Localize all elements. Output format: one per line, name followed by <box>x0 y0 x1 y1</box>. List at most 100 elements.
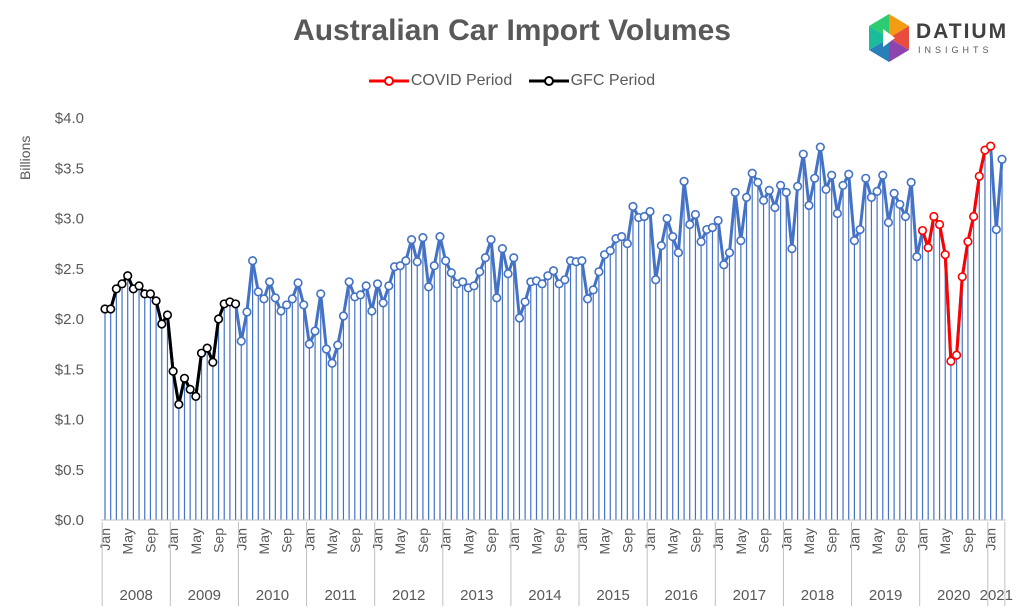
data-point <box>719 260 729 270</box>
data-point <box>475 267 485 277</box>
data-point <box>333 340 343 350</box>
data-point <box>917 225 928 236</box>
legend-item-gfc: GFC Period <box>528 72 656 90</box>
data-point <box>906 177 916 187</box>
year-label: 2021 <box>980 587 1013 604</box>
year-label: 2014 <box>528 587 561 604</box>
data-point <box>537 279 547 289</box>
data-point <box>724 248 735 258</box>
data-point <box>213 314 224 324</box>
data-point <box>940 250 950 260</box>
data-point <box>185 384 195 394</box>
year-label: 2008 <box>120 587 153 604</box>
data-point <box>588 285 598 295</box>
data-point <box>361 281 371 291</box>
data-point <box>679 176 689 186</box>
x-tick-label: Sep <box>347 528 363 553</box>
data-point <box>412 257 422 267</box>
data-point <box>242 307 252 317</box>
x-tick-label: May <box>256 528 272 554</box>
data-point <box>747 168 757 178</box>
x-tick-label: May <box>733 528 749 554</box>
data-point <box>509 253 519 263</box>
x-tick-label: May <box>801 528 817 554</box>
data-point <box>151 296 161 306</box>
data-point <box>645 206 655 217</box>
data-point <box>832 208 842 219</box>
x-tick-label: Jan <box>983 528 999 551</box>
legend-covid-marker <box>368 75 409 86</box>
x-tick-label: Jan <box>778 528 794 551</box>
x-tick-label: Sep <box>756 528 772 553</box>
data-point <box>656 241 666 251</box>
legend-gfc-marker <box>528 75 569 86</box>
data-point <box>730 187 740 197</box>
data-point <box>548 266 559 276</box>
data-point <box>986 141 996 151</box>
data-point <box>764 185 774 195</box>
x-tick-label: Jan <box>915 528 931 551</box>
data-point <box>304 339 314 349</box>
data-point <box>106 304 116 314</box>
data-point <box>991 224 1001 235</box>
data-point <box>815 142 825 152</box>
x-tick-label: Jan <box>233 528 249 551</box>
x-tick-label: Sep <box>142 528 158 553</box>
data-point <box>259 294 269 304</box>
data-point <box>668 231 678 242</box>
data-point <box>367 306 377 316</box>
data-point <box>486 235 496 245</box>
data-point <box>514 313 525 323</box>
x-tick-label: May <box>528 528 544 554</box>
x-tick-label: Sep <box>279 528 295 553</box>
logo-subtitle: INSIGHTS <box>918 45 993 55</box>
data-point <box>741 192 752 202</box>
y-tick-label: $2.5 <box>55 261 84 278</box>
data-point <box>707 222 718 233</box>
x-tick-label: Sep <box>892 528 908 553</box>
data-point <box>378 298 388 308</box>
data-point <box>162 310 173 320</box>
x-tick-label: May <box>120 528 136 554</box>
logo-name: DATIUM <box>916 20 1009 43</box>
data-point <box>287 294 297 304</box>
data-point <box>293 278 303 288</box>
data-point <box>821 184 831 194</box>
datium-logo-icon <box>869 14 909 62</box>
data-point <box>690 209 701 220</box>
data-point <box>282 300 292 310</box>
x-tick-label: Jan <box>642 528 658 551</box>
data-point <box>145 289 156 299</box>
y-tick-label: $0.5 <box>55 462 84 479</box>
x-tick-label: May <box>188 528 204 554</box>
data-point <box>855 224 865 235</box>
data-point <box>878 170 888 180</box>
data-point <box>866 192 877 202</box>
data-point <box>111 284 121 294</box>
data-point <box>327 358 337 368</box>
data-point <box>736 236 746 246</box>
x-tick-label: Jan <box>370 528 386 551</box>
data-point <box>605 246 615 256</box>
x-tick-label: May <box>597 528 613 554</box>
data-point <box>651 275 661 285</box>
data-point <box>134 281 144 291</box>
data-point <box>236 336 246 346</box>
data-point <box>157 319 167 329</box>
data-point <box>849 236 859 246</box>
data-point <box>418 232 428 243</box>
x-tick-label: Sep <box>960 528 976 553</box>
x-tick-label: Sep <box>415 528 431 553</box>
data-point <box>429 261 439 271</box>
data-point <box>321 344 332 354</box>
data-point <box>861 173 871 183</box>
data-point <box>997 154 1007 164</box>
data-point <box>372 279 383 289</box>
data-point <box>628 201 638 212</box>
x-tick-label: Jan <box>97 528 113 551</box>
chart-title: Australian Car Import Volumes <box>293 14 731 47</box>
data-point <box>889 188 899 198</box>
legend-label-gfc: GFC Period <box>570 72 656 89</box>
data-point <box>810 173 820 183</box>
data-point <box>617 231 627 242</box>
